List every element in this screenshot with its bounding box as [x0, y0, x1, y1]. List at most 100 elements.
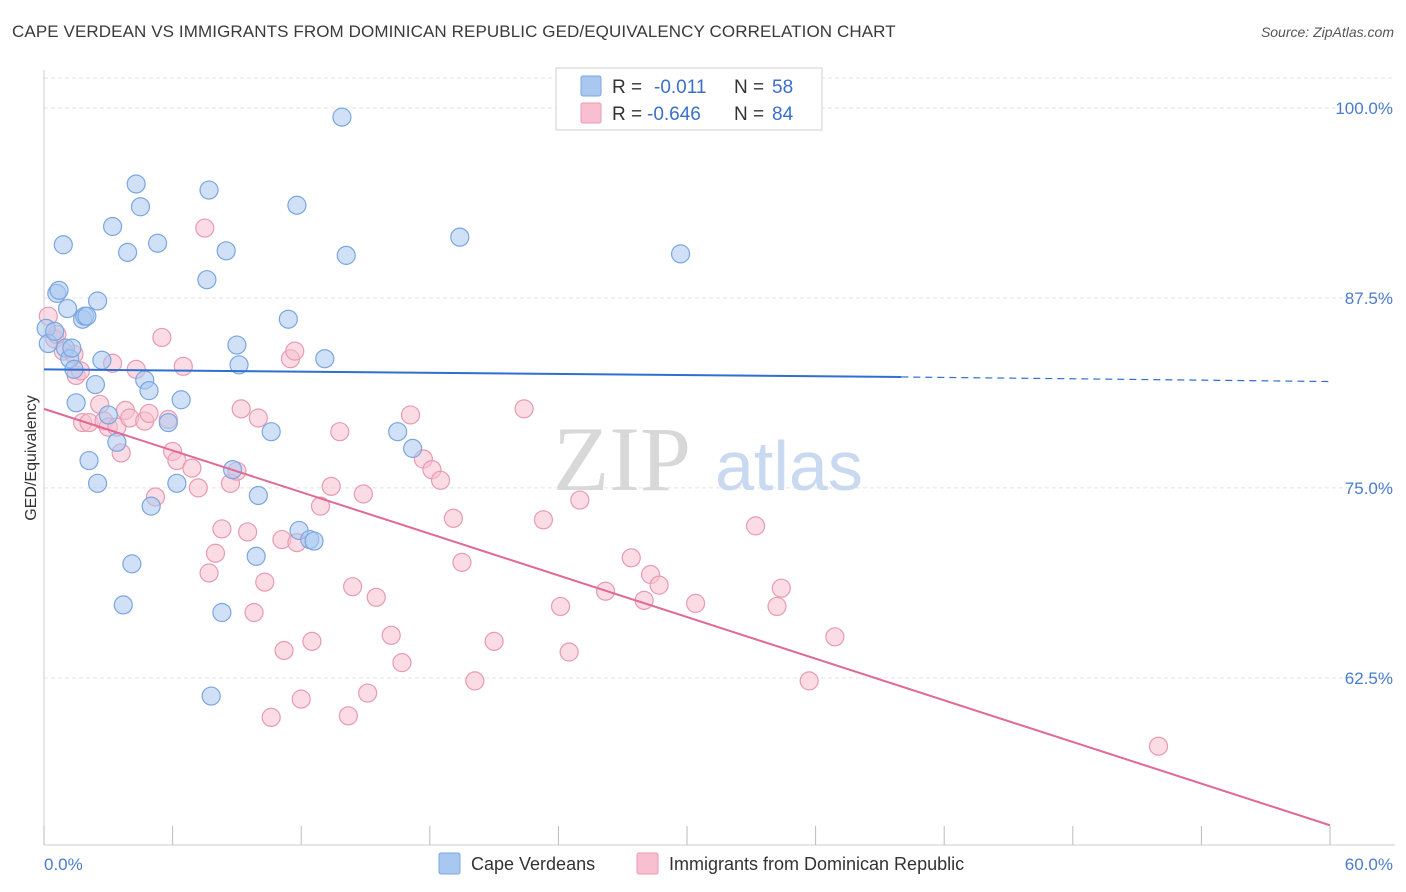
dominican-point: [465, 671, 485, 691]
dominican-point: [343, 577, 363, 597]
y-tick-label: 75.0%: [1345, 479, 1393, 498]
legend-n-label: N =: [734, 77, 764, 98]
dominican-point: [188, 478, 208, 498]
cape-verdean-point: [87, 473, 108, 493]
dominican-point: [484, 631, 504, 651]
cape-verdean-point: [304, 531, 324, 551]
dominican-point: [244, 602, 264, 623]
cape-verdean-point: [117, 242, 138, 262]
legend-n-value: 84: [772, 104, 794, 125]
dominican-point: [195, 218, 215, 238]
dominican-point: [649, 575, 669, 595]
dominican-point: [771, 578, 791, 598]
cape-verdean-point: [201, 686, 221, 706]
dominican-point: [212, 519, 232, 539]
dominican-point: [338, 706, 358, 726]
cape-verdean-point: [62, 338, 82, 358]
x-tick-label: 0.0%: [44, 855, 83, 874]
dominican-point: [799, 671, 819, 691]
dominican-point: [550, 596, 571, 617]
correlation-legend: R = -0.011 N = 58 R = -0.646 N = 84: [555, 67, 823, 131]
data-points: [36, 107, 1169, 756]
legend-swatch-dominican: [636, 852, 659, 875]
cape-verdean-point: [197, 270, 217, 290]
dominican-point: [261, 707, 281, 727]
legend-n-value: 58: [772, 77, 793, 98]
legend-swatch-cape-verdeans: [438, 852, 461, 875]
dominican-point: [767, 596, 787, 617]
dominican-point: [514, 399, 534, 419]
y-tick-label: 100.0%: [1335, 99, 1393, 118]
cape-verdean-point: [122, 554, 142, 574]
cape-verdean-point: [199, 180, 219, 200]
series-legend: Cape Verdeans Immigrants from Dominican …: [438, 852, 964, 875]
cape-verdean-trend-extension: [901, 376, 1331, 383]
dominican-point: [1148, 736, 1169, 756]
dominican-point: [381, 625, 401, 645]
dominican-point: [825, 627, 845, 647]
dominican-point: [152, 327, 172, 348]
legend-r-label: R =: [612, 104, 642, 125]
dominican-point: [302, 631, 322, 651]
cape-verdean-point: [92, 350, 112, 370]
x-tick-label: 60.0%: [1345, 855, 1393, 874]
dominican-point: [173, 356, 193, 376]
dominican-point: [430, 470, 451, 490]
legend-label-dominican: Immigrants from Dominican Republic: [669, 854, 964, 874]
legend-r-value: -0.646: [647, 104, 701, 125]
cape-verdean-point: [167, 473, 187, 493]
dominican-point: [274, 640, 294, 661]
cape-verdean-point: [77, 306, 97, 326]
cape-verdean-point: [670, 244, 691, 264]
legend-swatch-cape-verdeans: [580, 75, 602, 97]
y-tick-label: 62.5%: [1345, 669, 1393, 688]
axes: [43, 70, 1395, 846]
dominican-point: [330, 422, 350, 442]
cape-verdean-point: [336, 245, 356, 265]
cape-verdean-point: [212, 602, 232, 623]
cape-verdean-point: [126, 174, 146, 194]
cape-verdean-point: [130, 197, 151, 217]
cape-verdean-point: [332, 107, 352, 127]
cape-verdean-point: [107, 432, 127, 452]
cape-verdean-point: [53, 235, 73, 255]
dominican-point: [392, 653, 412, 673]
dominican-point: [205, 543, 226, 563]
dominican-point: [291, 689, 311, 709]
watermark: ZIP atlas: [553, 408, 863, 510]
dominican-point: [353, 484, 373, 504]
dominican-point: [366, 587, 386, 607]
dominican-point: [199, 563, 219, 583]
cape-verdean-point: [79, 450, 99, 471]
dominican-trend-line: [43, 407, 1331, 827]
cape-verdean-point: [141, 496, 161, 516]
dominican-point: [182, 458, 202, 478]
y-tick-label: 87.5%: [1345, 289, 1393, 308]
cape-verdean-point: [216, 241, 236, 261]
cape-verdean-trend-line: [43, 368, 902, 378]
y-axis-title: GED/Equivalency: [23, 395, 40, 520]
dominican-point: [621, 548, 641, 568]
cape-verdean-point: [102, 216, 123, 237]
cape-verdean-point: [45, 321, 65, 341]
cape-verdean-point: [113, 595, 133, 615]
dominican-point: [139, 403, 159, 424]
dominican-point: [285, 341, 305, 361]
cape-verdean-point: [87, 291, 108, 311]
cape-verdean-point: [158, 412, 178, 433]
dominican-point: [745, 516, 766, 536]
chart-title: CAPE VERDEAN VS IMMIGRANTS FROM DOMINICA…: [12, 22, 896, 41]
legend-swatch-dominican: [580, 102, 602, 124]
cape-verdean-point: [403, 438, 423, 458]
dominican-point: [452, 552, 472, 572]
dominican-point: [533, 510, 553, 530]
tick-labels: 62.5% 75.0% 87.5% 100.0% 0.0% 60.0%: [44, 99, 1393, 874]
chart-source: Source: ZipAtlas.com: [1260, 24, 1394, 40]
legend-label-cape-verdeans: Cape Verdeans: [471, 854, 595, 874]
dominican-point: [559, 642, 579, 662]
cape-verdean-point: [278, 309, 298, 329]
dominican-point: [255, 572, 275, 592]
cape-verdean-point: [171, 390, 191, 410]
cape-verdean-point: [49, 280, 69, 300]
cape-verdean-point: [287, 195, 307, 215]
